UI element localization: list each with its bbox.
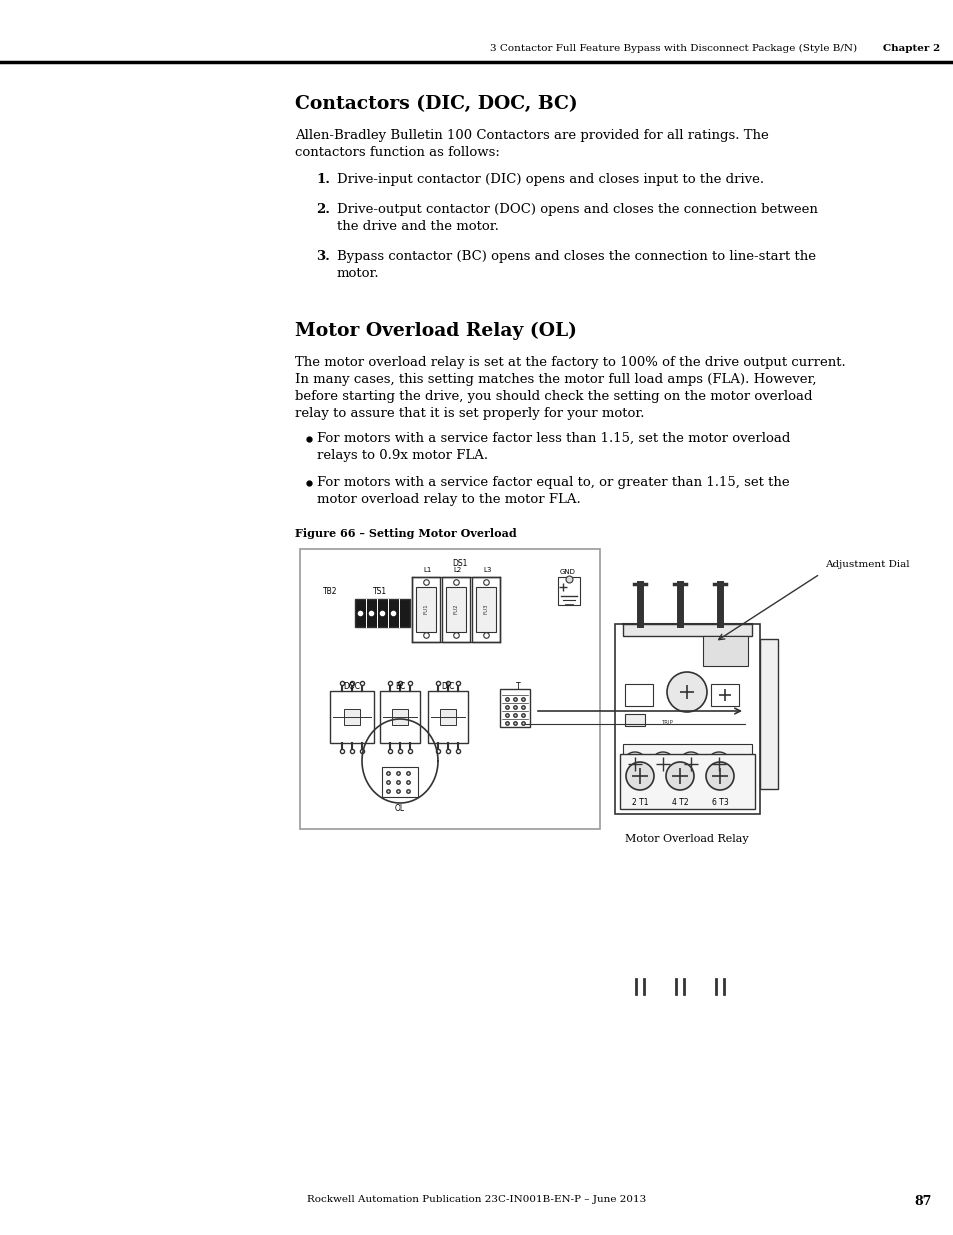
- Text: Drive-output contactor (DOC) opens and closes the connection between: Drive-output contactor (DOC) opens and c…: [336, 203, 817, 216]
- Circle shape: [706, 752, 730, 776]
- Text: Chapter 2: Chapter 2: [882, 44, 939, 53]
- Bar: [710, 684, 739, 706]
- Text: TS1: TS1: [373, 587, 387, 597]
- Text: 2.: 2.: [315, 203, 330, 216]
- Circle shape: [665, 762, 693, 790]
- Text: 3 Contactor Full Feature Bypass with Disconnect Package (Style B/N): 3 Contactor Full Feature Bypass with Dis…: [490, 44, 856, 53]
- Text: GND: GND: [559, 569, 576, 576]
- Bar: [355, 599, 410, 627]
- Bar: [412, 577, 439, 642]
- Bar: [624, 714, 644, 726]
- Bar: [760, 638, 778, 789]
- Text: 6 T3: 6 T3: [711, 798, 727, 806]
- Text: L1: L1: [423, 567, 432, 573]
- Bar: [615, 624, 760, 814]
- Text: DS1: DS1: [452, 559, 467, 568]
- Circle shape: [650, 752, 675, 776]
- Bar: [379, 692, 419, 743]
- Text: relays to 0.9x motor FLA.: relays to 0.9x motor FLA.: [316, 450, 488, 462]
- Text: Motor Overload Relay (OL): Motor Overload Relay (OL): [294, 322, 577, 341]
- Text: L3: L3: [483, 567, 492, 573]
- Text: the drive and the motor.: the drive and the motor.: [336, 220, 498, 233]
- Text: TRIP: TRIP: [660, 720, 672, 725]
- Text: before starting the drive, you should check the setting on the motor overload: before starting the drive, you should ch…: [294, 390, 812, 403]
- Text: DOC: DOC: [343, 682, 360, 692]
- Text: contactors function as follows:: contactors function as follows:: [294, 146, 499, 159]
- Text: FU1: FU1: [423, 604, 428, 614]
- Bar: [702, 636, 747, 666]
- Text: relay to assure that it is set properly for your motor.: relay to assure that it is set properly …: [294, 408, 644, 420]
- Text: motor.: motor.: [336, 267, 379, 280]
- Bar: [624, 684, 652, 706]
- Text: BC: BC: [395, 682, 405, 692]
- Text: TB2: TB2: [322, 587, 337, 597]
- Bar: [476, 587, 496, 632]
- Text: 3.: 3.: [315, 249, 330, 263]
- Bar: [344, 709, 359, 725]
- Bar: [392, 709, 408, 725]
- Text: Figure 66 – Setting Motor Overload: Figure 66 – Setting Motor Overload: [294, 529, 517, 538]
- Text: L2: L2: [454, 567, 461, 573]
- Bar: [619, 755, 754, 809]
- Text: For motors with a service factor equal to, or greater than 1.15, set the: For motors with a service factor equal t…: [316, 475, 789, 489]
- Circle shape: [705, 762, 733, 790]
- Bar: [622, 624, 751, 636]
- Bar: [622, 743, 751, 784]
- Bar: [330, 692, 374, 743]
- Circle shape: [679, 752, 702, 776]
- Bar: [381, 767, 417, 797]
- Text: Bypass contactor (BC) opens and closes the connection to line-start the: Bypass contactor (BC) opens and closes t…: [336, 249, 815, 263]
- Text: In many cases, this setting matches the motor full load amps (FLA). However,: In many cases, this setting matches the …: [294, 373, 816, 387]
- Bar: [446, 587, 465, 632]
- Text: Rockwell Automation Publication 23C-IN001B-EN-P – June 2013: Rockwell Automation Publication 23C-IN00…: [307, 1195, 646, 1204]
- Bar: [558, 577, 579, 605]
- Circle shape: [622, 752, 646, 776]
- Text: 4 T2: 4 T2: [671, 798, 688, 806]
- Text: motor overload relay to the motor FLA.: motor overload relay to the motor FLA.: [316, 493, 580, 506]
- Text: Adjustment Dial: Adjustment Dial: [824, 559, 908, 569]
- Text: Contactors (DIC, DOC, BC): Contactors (DIC, DOC, BC): [294, 95, 577, 112]
- Text: OL: OL: [395, 804, 405, 813]
- Bar: [441, 577, 470, 642]
- Text: The motor overload relay is set at the factory to 100% of the drive output curre: The motor overload relay is set at the f…: [294, 356, 845, 369]
- Text: Motor Overload Relay: Motor Overload Relay: [624, 834, 748, 844]
- Text: For motors with a service factor less than 1.15, set the motor overload: For motors with a service factor less th…: [316, 432, 789, 445]
- Text: FU2: FU2: [453, 604, 458, 614]
- Bar: [472, 577, 499, 642]
- Text: 1.: 1.: [315, 173, 330, 186]
- Text: T: T: [516, 682, 519, 692]
- Text: 87: 87: [914, 1195, 931, 1208]
- Circle shape: [666, 672, 706, 713]
- Text: Allen-Bradley Bulletin 100 Contactors are provided for all ratings. The: Allen-Bradley Bulletin 100 Contactors ar…: [294, 128, 768, 142]
- Circle shape: [625, 762, 654, 790]
- Bar: [416, 587, 436, 632]
- Text: DIC: DIC: [441, 682, 455, 692]
- Text: FU3: FU3: [483, 604, 488, 614]
- Text: 2 T1: 2 T1: [631, 798, 648, 806]
- Bar: [428, 692, 468, 743]
- Bar: [299, 550, 599, 829]
- Bar: [439, 709, 456, 725]
- Text: Drive-input contactor (DIC) opens and closes input to the drive.: Drive-input contactor (DIC) opens and cl…: [336, 173, 763, 186]
- Bar: [499, 689, 530, 727]
